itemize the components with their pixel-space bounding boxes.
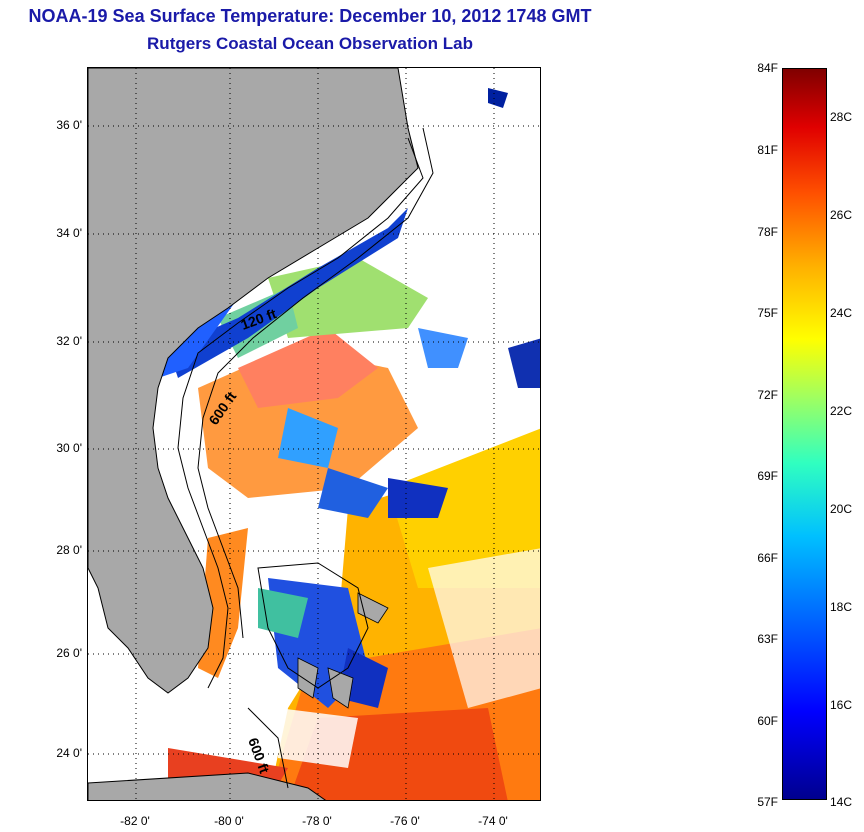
colorbar-c-label: 28C bbox=[830, 110, 853, 124]
colorbar-c-label: 16C bbox=[830, 698, 853, 712]
colorbar-c-label: 24C bbox=[830, 306, 853, 320]
colorbar-f-label: 84F bbox=[757, 61, 778, 75]
lat-tick-label: 32 0' bbox=[56, 334, 82, 348]
colorbar-c-label: 26C bbox=[830, 208, 853, 222]
colorbar-c-label: 22C bbox=[830, 404, 853, 418]
colorbar-f-label: 60F bbox=[757, 714, 778, 728]
colorbar-f-label: 66F bbox=[757, 551, 778, 565]
colorbar-c-label: 18C bbox=[830, 600, 853, 614]
colorbar-c-label: 14C bbox=[830, 795, 853, 809]
lon-tick-label: -78 0' bbox=[302, 814, 332, 828]
colorbar-f-label: 72F bbox=[757, 388, 778, 402]
lat-tick-label: 24 0' bbox=[56, 746, 82, 760]
colorbar-f-label: 81F bbox=[757, 143, 778, 157]
graticule bbox=[88, 68, 540, 800]
temperature-colorbar bbox=[782, 68, 827, 800]
sst-map: 120 ft 600 ft 600 ft bbox=[87, 67, 541, 801]
map-title: NOAA-19 Sea Surface Temperature: Decembe… bbox=[28, 6, 592, 26]
lon-tick-label: -82 0' bbox=[120, 814, 150, 828]
lat-tick-label: 30 0' bbox=[56, 441, 82, 455]
colorbar-f-label: 69F bbox=[757, 469, 778, 483]
land-layer bbox=[88, 68, 419, 800]
lon-tick-label: -80 0' bbox=[214, 814, 244, 828]
colorbar-c-label: 20C bbox=[830, 502, 853, 516]
isobath-contours bbox=[177, 127, 434, 789]
lat-tick-label: 36 0' bbox=[56, 118, 82, 132]
lat-tick-label: 28 0' bbox=[56, 543, 82, 557]
lat-tick-label: 34 0' bbox=[56, 226, 82, 240]
map-subtitle: Rutgers Coastal Ocean Observation Lab bbox=[147, 34, 473, 53]
sst-data-layer bbox=[158, 88, 540, 800]
colorbar-f-label: 57F bbox=[757, 795, 778, 809]
lon-tick-label: -74 0' bbox=[478, 814, 508, 828]
lat-tick-label: 26 0' bbox=[56, 646, 82, 660]
colorbar-f-label: 78F bbox=[757, 225, 778, 239]
colorbar-f-label: 75F bbox=[757, 306, 778, 320]
colorbar-f-label: 63F bbox=[757, 632, 778, 646]
lon-tick-label: -76 0' bbox=[390, 814, 420, 828]
